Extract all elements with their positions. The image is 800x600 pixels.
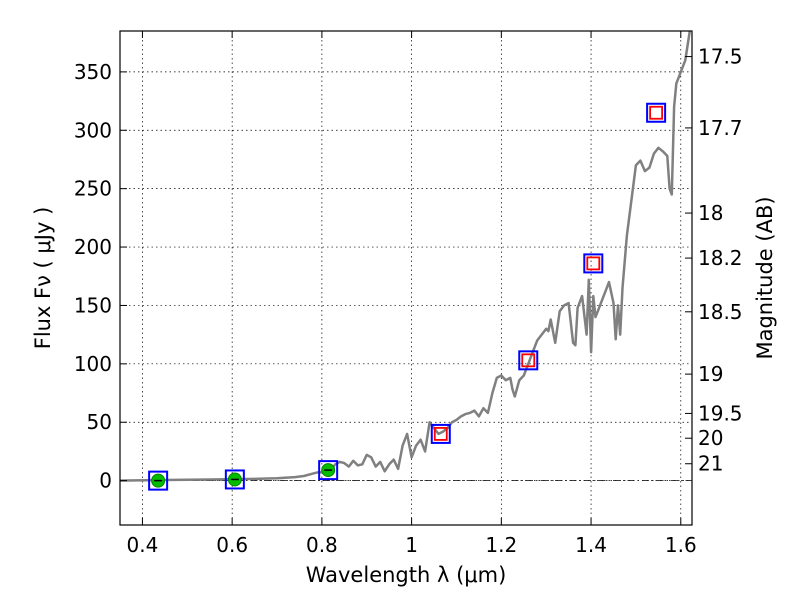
y-tick-label: 300 (74, 118, 112, 142)
observed-marker (224, 469, 245, 490)
model-marker (583, 253, 604, 274)
series-layer (119, 30, 692, 482)
y-axis-right-label: Magnitude (AB) (753, 196, 777, 359)
model-point (586, 256, 601, 271)
y-tick-label: 100 (74, 352, 112, 376)
y-axis-label: Flux Fν ( μJy ) (31, 207, 55, 350)
x-tick-label: 1 (405, 533, 418, 557)
plot-background (120, 31, 692, 525)
mag-tick-label: 17.7 (698, 116, 743, 140)
x-axis-label: Wavelength λ (μm) (306, 563, 507, 587)
x-tick-label: 0.8 (306, 533, 338, 557)
y-tick-label: 350 (74, 60, 112, 84)
model-marker (646, 102, 667, 123)
x-tick-label: 0.6 (216, 533, 248, 557)
mag-tick-label: 19 (698, 362, 723, 386)
mag-tick-label: 20 (698, 426, 723, 450)
marker-outer-square (148, 470, 169, 491)
marker-outer-square (224, 469, 245, 490)
y-tick-label: 250 (74, 177, 112, 201)
y-tick-label: 200 (74, 235, 112, 259)
observed-marker (318, 460, 339, 481)
marker-layer (148, 102, 667, 491)
mag-tick-label: 18.2 (698, 246, 743, 270)
plot-frame (119, 30, 693, 526)
model-marker (518, 350, 539, 371)
mag-tick-label: 18.5 (698, 300, 743, 324)
marker-outer-square (646, 102, 667, 123)
x-tick-label: 1.4 (575, 533, 607, 557)
y-tick-label: 50 (87, 410, 112, 434)
marker-outer-square (583, 253, 604, 274)
model-point (649, 105, 664, 120)
observed-marker (148, 470, 169, 491)
marker-outer-square (430, 423, 451, 444)
model-marker (430, 423, 451, 444)
model-point (433, 427, 448, 441)
tick-layer: 0.4 0.6 0.8 1 1.2 1.4 1.6 0 50 100 150 200 250 300 350… (74, 31, 743, 557)
x-tick-label: 1.2 (485, 533, 517, 557)
spectrum-line (119, 30, 692, 482)
x-tick-label: 1.6 (665, 533, 697, 557)
mag-tick-label: 18 (698, 201, 723, 225)
marker-outer-square (518, 350, 539, 371)
marker-outer-square (318, 460, 339, 481)
model-point (521, 353, 536, 368)
x-tick-label: 0.4 (127, 533, 159, 557)
y-tick-label: 150 (74, 293, 112, 317)
mag-tick-label: 17.5 (698, 45, 743, 69)
y-tick-label: 0 (99, 469, 112, 493)
mag-tick-label: 21 (698, 452, 723, 476)
mag-tick-label: 19.5 (698, 401, 743, 425)
